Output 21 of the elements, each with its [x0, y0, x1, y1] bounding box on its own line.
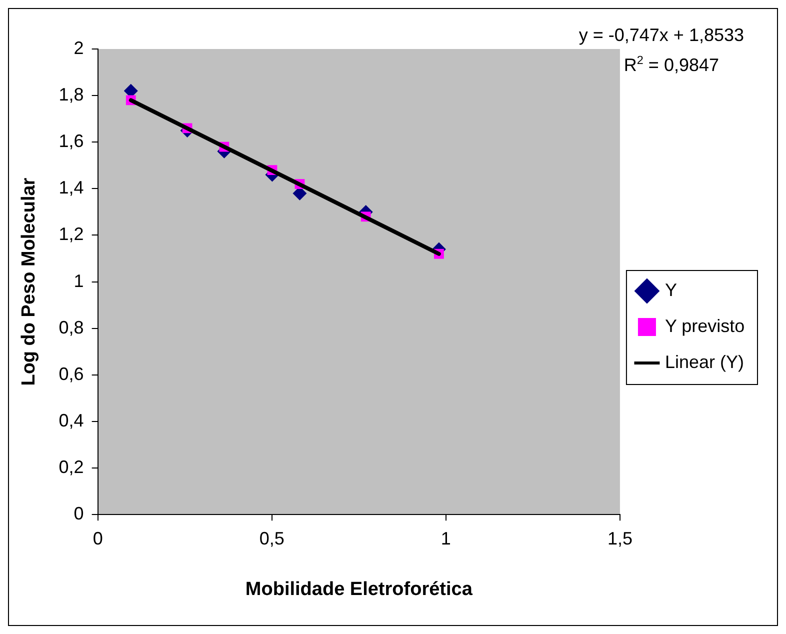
- y-tick-label: 2: [74, 38, 84, 58]
- x-tick-label: 0,5: [259, 528, 284, 548]
- y-tick-label: 1: [74, 270, 84, 291]
- y-tick-label: 1,4: [58, 178, 84, 198]
- y-axis-title: Log do Peso Molecular: [18, 177, 40, 386]
- text: y = -0,747x + 1,8533: [578, 25, 744, 45]
- y-tick-label: 1,8: [58, 84, 84, 105]
- y-tick-label: 1,2: [58, 224, 84, 244]
- legend-label: Linear (Y): [664, 352, 744, 372]
- y-tick-label: 0,6: [58, 364, 84, 384]
- y-tick-label: 0,2: [58, 457, 84, 478]
- y-tick-label: 0,4: [58, 410, 84, 430]
- y-tick-label: 1,6: [58, 131, 84, 152]
- x-tick-label: 1: [440, 528, 451, 548]
- legend-label: Y previsto: [664, 316, 745, 336]
- x-tick-label: 0: [92, 528, 103, 548]
- legend-label: Y: [664, 280, 677, 300]
- x-tick-label: 1,5: [607, 528, 632, 548]
- y-tick-label: 0: [74, 504, 84, 524]
- x-axis-title: Mobilidade Eletroforética: [245, 578, 473, 600]
- y-tick-label: 0,8: [58, 317, 84, 338]
